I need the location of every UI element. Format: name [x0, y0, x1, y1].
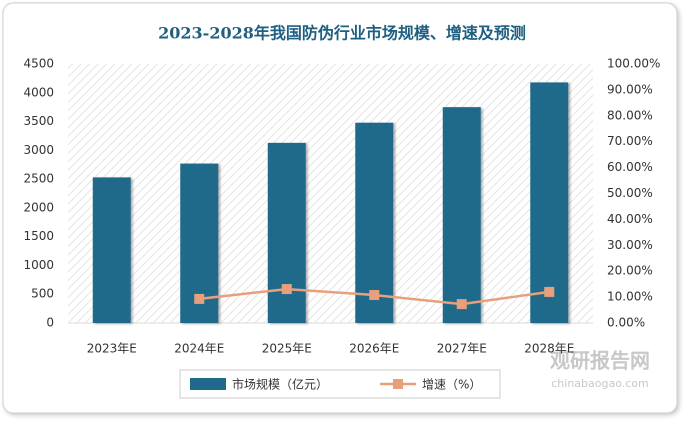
y-tick-label: 0: [46, 316, 54, 330]
y-tick-label: 2000: [23, 200, 54, 214]
bar: [442, 107, 481, 324]
legend-swatch: [190, 378, 226, 390]
x-tick-label: 2023年E: [87, 342, 137, 356]
marker: [281, 284, 292, 295]
y-tick-label: 2500: [23, 172, 54, 186]
chart-title: 2023-2028年我国防伪行业市场规模、增速及预测: [158, 24, 526, 43]
y-tick-label: 4000: [23, 85, 54, 99]
y-tick-label: 3000: [23, 143, 54, 157]
y2-tick-label: 90.00%: [607, 82, 653, 96]
marker: [544, 286, 555, 297]
x-tick-label: 2027年E: [437, 342, 487, 356]
y-tick-label: 3500: [23, 114, 54, 128]
legend-label: 市场规模（亿元）: [232, 377, 328, 392]
x-tick-label: 2028年E: [524, 342, 574, 356]
marker: [194, 293, 205, 304]
y2-tick-label: 30.00%: [607, 238, 653, 252]
y2-tick-label: 20.00%: [607, 264, 653, 278]
y-tick-label: 500: [31, 287, 54, 301]
bar: [92, 177, 131, 323]
y2-tick-label: 10.00%: [607, 290, 653, 304]
legend-swatch: [393, 379, 403, 389]
y2-tick-label: 60.00%: [607, 160, 653, 174]
bar: [530, 82, 569, 323]
y2-tick-label: 80.00%: [607, 108, 653, 122]
bar: [267, 142, 306, 323]
bar: [355, 122, 394, 323]
y-tick-label: 1000: [23, 258, 54, 272]
y2-tick-label: 50.00%: [607, 186, 653, 200]
y-tick-label: 4500: [23, 57, 54, 71]
x-tick-label: 2024年E: [174, 342, 224, 356]
y2-tick-label: 100.00%: [607, 57, 660, 71]
x-tick-label: 2026年E: [349, 342, 399, 356]
legend: [179, 369, 501, 399]
x-tick-label: 2025年E: [262, 342, 312, 356]
y2-tick-label: 70.00%: [607, 134, 653, 148]
plot-area: [68, 64, 593, 323]
y2-tick-label: 40.00%: [607, 212, 653, 226]
legend-label: 增速（%）: [422, 378, 481, 392]
y-tick-label: 1500: [23, 229, 54, 243]
watermark-url: chinabaogao.com: [551, 377, 649, 390]
marker: [456, 299, 467, 310]
y2-tick-label: 0.00%: [607, 316, 645, 330]
watermark: 观研报告网: [550, 349, 650, 373]
marker: [369, 290, 380, 301]
